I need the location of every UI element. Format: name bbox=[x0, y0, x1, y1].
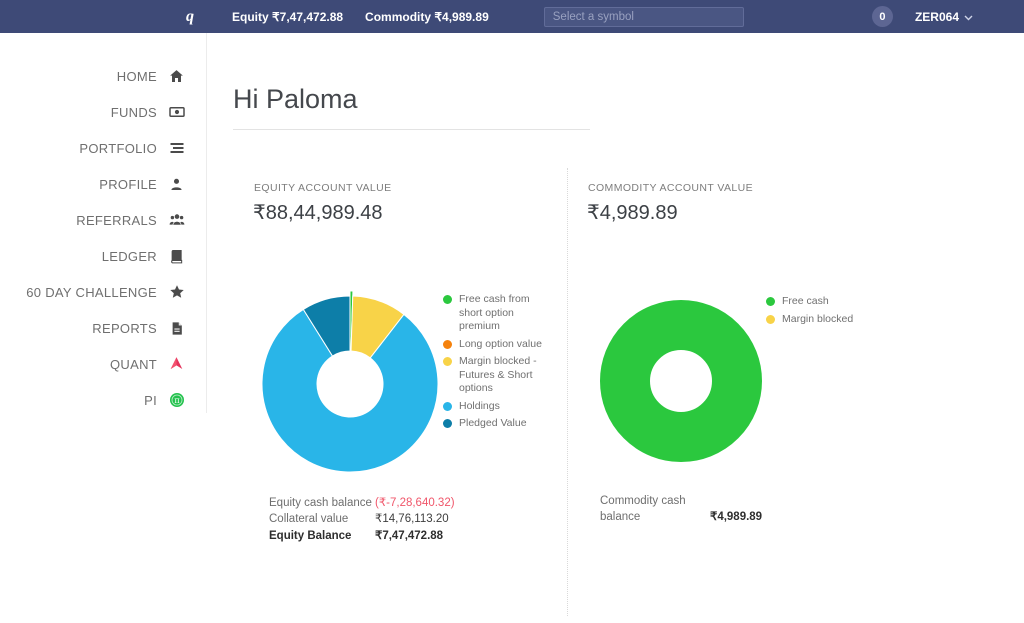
commodity-account-value-label: COMMODITY ACCOUNT VALUE bbox=[588, 182, 753, 194]
symbol-search-input[interactable] bbox=[543, 6, 744, 27]
legend-color-dot bbox=[766, 297, 775, 306]
svg-text:π: π bbox=[174, 396, 179, 405]
sidebar-item-label: HOME bbox=[116, 68, 157, 84]
equity-allocation-donut-chart bbox=[261, 290, 439, 473]
account-dropdown[interactable]: ZER064 bbox=[915, 10, 973, 24]
account-id: ZER064 bbox=[914, 9, 959, 24]
sidebar-item-funds[interactable]: FUNDS bbox=[0, 94, 206, 130]
star-icon bbox=[168, 284, 185, 300]
legend-item: Margin blocked - Futures & Short options bbox=[443, 355, 555, 396]
balance-value: (₹-7,28,640.32) bbox=[375, 497, 455, 509]
sidebar-item-label: LEDGER bbox=[101, 248, 157, 264]
equity-chart-legend: Free cash from short option premium Long … bbox=[443, 293, 555, 435]
commodity-chart-legend: Free cash Margin blocked bbox=[766, 295, 886, 330]
book-icon bbox=[168, 248, 185, 264]
sidebar-item-label: PORTFOLIO bbox=[79, 140, 157, 156]
legend-label: Free cash bbox=[782, 295, 829, 307]
sidebar-item-portfolio[interactable]: PORTFOLIO bbox=[0, 130, 206, 166]
legend-color-dot bbox=[443, 419, 452, 428]
sidebar-item-label: QUANT bbox=[110, 356, 157, 372]
sidebar-item-label: REPORTS bbox=[92, 320, 157, 336]
equity-quick-stat-value: ₹7,47,472.88 bbox=[272, 9, 344, 24]
sidebar-item-label: PROFILE bbox=[99, 176, 157, 192]
sidebar-item-referrals[interactable]: REFERRALS bbox=[0, 202, 206, 238]
legend-item: Margin blocked bbox=[766, 313, 886, 327]
balance-label: Commodity cash balance bbox=[600, 495, 686, 523]
donut-slice bbox=[600, 300, 762, 462]
commodity-balance-table: Commodity cash balance ₹4,989.89 bbox=[600, 494, 880, 525]
legend-color-dot bbox=[443, 401, 452, 411]
commodity-allocation-donut-chart bbox=[600, 300, 762, 462]
equity-account-value-label: EQUITY ACCOUNT VALUE bbox=[254, 182, 392, 194]
legend-item: Holdings bbox=[443, 400, 555, 414]
sidebar-item-label: REFERRALS bbox=[76, 212, 157, 228]
balance-row: Commodity cash balance ₹4,989.89 bbox=[600, 494, 880, 525]
file-icon bbox=[168, 320, 185, 336]
legend-item: Pledged Value bbox=[443, 417, 555, 431]
legend-color-dot bbox=[443, 357, 452, 366]
legend-label: Pledged Value bbox=[459, 417, 527, 429]
list-icon bbox=[168, 140, 185, 156]
equity-quick-stat-label: Equity bbox=[232, 9, 269, 24]
legend-color-dot bbox=[443, 295, 452, 304]
greeting-divider bbox=[233, 129, 590, 130]
legend-item: Long option value bbox=[443, 338, 555, 352]
balance-value: ₹14,76,113.20 bbox=[375, 513, 449, 526]
people-icon bbox=[168, 212, 185, 228]
quant-logo-icon bbox=[168, 356, 185, 372]
equity-account-value: ₹88,44,989.48 bbox=[253, 202, 383, 224]
commodity-account-value: ₹4,989.89 bbox=[587, 202, 678, 224]
legend-label: Margin blocked - Futures & Short options bbox=[459, 355, 537, 394]
house-icon bbox=[168, 68, 185, 84]
balance-value: ₹7,47,472.88 bbox=[375, 529, 444, 542]
sidebar-item-pi[interactable]: PI π bbox=[0, 382, 206, 418]
sidebar-item-profile[interactable]: PROFILE bbox=[0, 166, 206, 202]
commodity-quick-stat-label: Commodity bbox=[365, 9, 432, 24]
sidebar: HOME FUNDS PORTFOLIO PROFILE REFERRALS LEDGER… bbox=[0, 33, 207, 413]
sidebar-item-challenge[interactable]: 60 DAY CHALLENGE bbox=[0, 274, 206, 310]
balance-row: Collateral value ₹14,76,113.20 bbox=[269, 511, 559, 527]
legend-item: Free cash bbox=[766, 295, 886, 309]
legend-label: Long option value bbox=[459, 337, 542, 350]
page-greeting: Hi Paloma bbox=[233, 84, 358, 114]
sidebar-item-label: 60 DAY CHALLENGE bbox=[26, 284, 157, 300]
sidebar-item-reports[interactable]: REPORTS bbox=[0, 310, 206, 346]
legend-label: Holdings bbox=[459, 399, 500, 412]
balance-label: Equity Balance bbox=[269, 529, 352, 542]
donut-slice bbox=[261, 308, 439, 473]
commodity-quick-stat: Commodity ₹4,989.89 bbox=[365, 10, 489, 24]
pi-logo-icon: π bbox=[168, 392, 185, 408]
equity-balance-table: Equity cash balance (₹-7,28,640.32) Collat… bbox=[269, 495, 559, 544]
banknote-icon bbox=[168, 104, 185, 120]
legend-label: Free cash from short option premium bbox=[459, 293, 530, 332]
top-navbar: q Equity ₹7,47,472.88 Commodity ₹4,989.8… bbox=[0, 0, 1024, 33]
sidebar-item-quant[interactable]: QUANT bbox=[0, 346, 206, 382]
chevron-down-icon bbox=[964, 10, 973, 24]
app-logo-q[interactable]: q bbox=[186, 7, 194, 25]
equity-quick-stat: Equity ₹7,47,472.88 bbox=[232, 10, 343, 24]
column-divider bbox=[567, 168, 568, 616]
notification-badge[interactable]: 0 bbox=[871, 6, 893, 27]
legend-color-dot bbox=[443, 339, 452, 349]
sidebar-item-home[interactable]: HOME bbox=[0, 58, 206, 94]
donut-slice bbox=[302, 295, 351, 357]
person-icon bbox=[168, 176, 185, 192]
sidebar-item-label: FUNDS bbox=[110, 104, 157, 120]
sidebar-item-label: PI bbox=[144, 392, 157, 408]
balance-label: Collateral value bbox=[269, 513, 349, 526]
balance-label: Equity cash balance bbox=[269, 497, 372, 509]
sidebar-item-ledger[interactable]: LEDGER bbox=[0, 238, 206, 274]
legend-item: Free cash from short option premium bbox=[443, 293, 555, 334]
legend-color-dot bbox=[766, 314, 775, 324]
commodity-quick-stat-value: ₹4,989.89 bbox=[434, 9, 489, 24]
balance-row: Equity cash balance (₹-7,28,640.32) bbox=[269, 495, 559, 511]
legend-label: Margin blocked bbox=[782, 312, 854, 325]
balance-row: Equity Balance ₹7,47,472.88 bbox=[269, 528, 559, 544]
balance-value: ₹4,989.89 bbox=[710, 510, 763, 523]
